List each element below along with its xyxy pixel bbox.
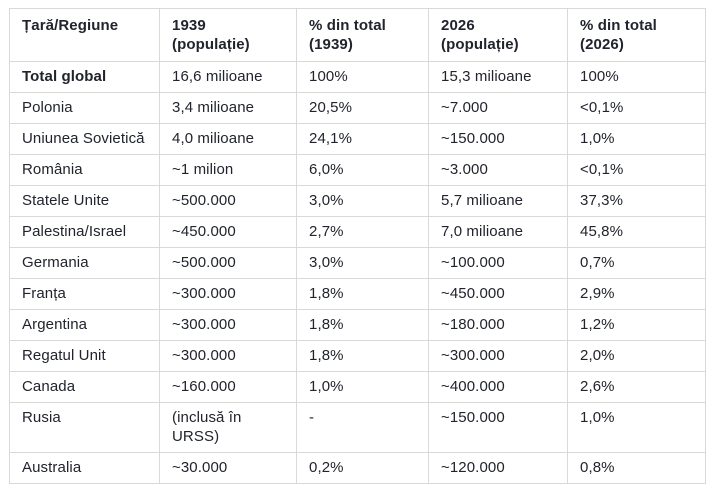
- column-header-pct-1939: % din total (1939): [296, 8, 429, 62]
- table-row: Uniunea Sovietică 4,0 milioane 24,1% ~15…: [9, 123, 706, 155]
- pop-2026-cell: ~150.000: [428, 402, 568, 453]
- table-row: Germania ~500.000 3,0% ~100.000 0,7%: [9, 247, 706, 279]
- table-row: Rusia (inclusă în URSS) - ~150.000 1,0%: [9, 402, 706, 453]
- table-row: Statele Unite ~500.000 3,0% 5,7 milioane…: [9, 185, 706, 217]
- pct-1939-cell: 3,0%: [296, 247, 429, 279]
- pop-1939-cell: ~500.000: [159, 185, 297, 217]
- table-row: Palestina/Israel ~450.000 2,7% 7,0 milio…: [9, 216, 706, 248]
- pct-1939-cell: 1,8%: [296, 340, 429, 372]
- pct-2026-cell: 1,0%: [567, 402, 706, 453]
- pop-1939-cell: ~30.000: [159, 452, 297, 484]
- country-cell: Uniunea Sovietică: [9, 123, 160, 155]
- pct-2026-cell: 2,6%: [567, 371, 706, 403]
- pop-1939-cell: 3,4 milioane: [159, 92, 297, 124]
- pct-1939-cell: 1,8%: [296, 309, 429, 341]
- pct-1939-cell: 1,0%: [296, 371, 429, 403]
- pop-2026-cell: 15,3 milioane: [428, 61, 568, 93]
- country-cell: Canada: [9, 371, 160, 403]
- table-row: România ~1 milion 6,0% ~3.000 <0,1%: [9, 154, 706, 186]
- pop-1939-cell: ~1 milion: [159, 154, 297, 186]
- pct-2026-cell: 100%: [567, 61, 706, 93]
- pct-1939-cell: 2,7%: [296, 216, 429, 248]
- country-cell: România: [9, 154, 160, 186]
- pop-1939-cell: 16,6 milioane: [159, 61, 297, 93]
- pct-1939-cell: 0,2%: [296, 452, 429, 484]
- column-header-pct-2026: % din total (2026): [567, 8, 706, 62]
- pop-1939-cell: (inclusă în URSS): [159, 402, 297, 453]
- column-header-country: Țară/Regiune: [9, 8, 160, 62]
- pct-2026-cell: 45,8%: [567, 216, 706, 248]
- table-row: Canada ~160.000 1,0% ~400.000 2,6%: [9, 371, 706, 403]
- pop-2026-cell: 5,7 milioane: [428, 185, 568, 217]
- pop-1939-cell: ~300.000: [159, 340, 297, 372]
- pop-1939-cell: ~450.000: [159, 216, 297, 248]
- pct-1939-cell: -: [296, 402, 429, 453]
- pct-1939-cell: 24,1%: [296, 123, 429, 155]
- pct-1939-cell: 20,5%: [296, 92, 429, 124]
- pop-2026-cell: ~300.000: [428, 340, 568, 372]
- column-header-pop-2026: 2026 (populație): [428, 8, 568, 62]
- table-row: Polonia 3,4 milioane 20,5% ~7.000 <0,1%: [9, 92, 706, 124]
- table-row: Australia ~30.000 0,2% ~120.000 0,8%: [9, 452, 706, 484]
- header-row: Țară/Regiune 1939 (populație) % din tota…: [9, 8, 706, 62]
- pop-1939-cell: 4,0 milioane: [159, 123, 297, 155]
- pop-2026-cell: ~120.000: [428, 452, 568, 484]
- pop-2026-cell: ~150.000: [428, 123, 568, 155]
- pct-2026-cell: 2,9%: [567, 278, 706, 310]
- pop-2026-cell: 7,0 milioane: [428, 216, 568, 248]
- country-cell: Polonia: [9, 92, 160, 124]
- country-cell: Argentina: [9, 309, 160, 341]
- pop-1939-cell: ~300.000: [159, 278, 297, 310]
- pct-1939-cell: 6,0%: [296, 154, 429, 186]
- pop-1939-cell: ~500.000: [159, 247, 297, 279]
- country-cell: Regatul Unit: [9, 340, 160, 372]
- pop-2026-cell: ~3.000: [428, 154, 568, 186]
- country-cell: Total global: [9, 61, 160, 93]
- pop-2026-cell: ~100.000: [428, 247, 568, 279]
- pop-2026-cell: ~450.000: [428, 278, 568, 310]
- table-row: Total global 16,6 milioane 100% 15,3 mil…: [9, 61, 706, 93]
- pop-1939-cell: ~160.000: [159, 371, 297, 403]
- country-cell: Rusia: [9, 402, 160, 453]
- pct-2026-cell: 37,3%: [567, 185, 706, 217]
- pct-2026-cell: <0,1%: [567, 154, 706, 186]
- pct-2026-cell: 0,8%: [567, 452, 706, 484]
- country-cell: Statele Unite: [9, 185, 160, 217]
- column-header-pop-1939: 1939 (populație): [159, 8, 297, 62]
- country-cell: Germania: [9, 247, 160, 279]
- pop-2026-cell: ~400.000: [428, 371, 568, 403]
- pct-2026-cell: 1,0%: [567, 123, 706, 155]
- population-table: Țară/Regiune 1939 (populație) % din tota…: [9, 8, 706, 484]
- pct-2026-cell: 0,7%: [567, 247, 706, 279]
- country-cell: Franța: [9, 278, 160, 310]
- table-row: Franța ~300.000 1,8% ~450.000 2,9%: [9, 278, 706, 310]
- country-cell: Australia: [9, 452, 160, 484]
- table-row: Argentina ~300.000 1,8% ~180.000 1,2%: [9, 309, 706, 341]
- pct-2026-cell: 2,0%: [567, 340, 706, 372]
- pop-2026-cell: ~180.000: [428, 309, 568, 341]
- pct-1939-cell: 1,8%: [296, 278, 429, 310]
- pct-1939-cell: 3,0%: [296, 185, 429, 217]
- country-cell: Palestina/Israel: [9, 216, 160, 248]
- pop-1939-cell: ~300.000: [159, 309, 297, 341]
- pct-2026-cell: 1,2%: [567, 309, 706, 341]
- table-row: Regatul Unit ~300.000 1,8% ~300.000 2,0%: [9, 340, 706, 372]
- pct-1939-cell: 100%: [296, 61, 429, 93]
- pop-2026-cell: ~7.000: [428, 92, 568, 124]
- pct-2026-cell: <0,1%: [567, 92, 706, 124]
